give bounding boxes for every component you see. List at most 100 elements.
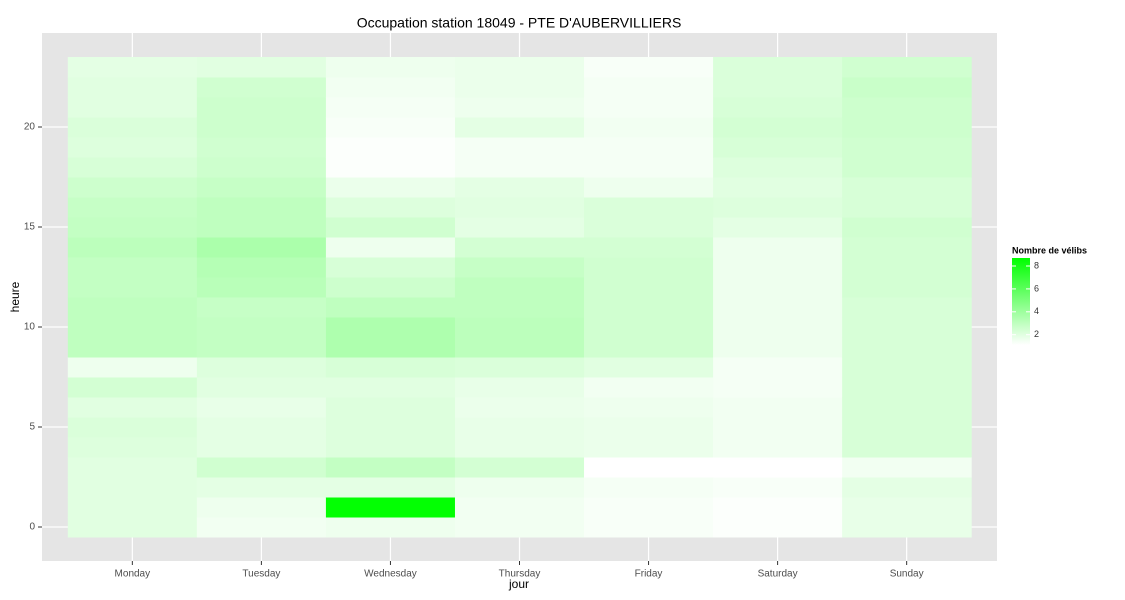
heat-cell <box>584 197 714 218</box>
heat-cell <box>713 257 843 278</box>
heat-cell <box>196 257 327 278</box>
heat-cell <box>713 177 843 198</box>
heat-cell <box>454 497 585 518</box>
heat-cell <box>325 357 456 378</box>
heat-cell <box>454 397 585 418</box>
heat-cell <box>67 157 198 178</box>
heat-cell <box>713 497 843 518</box>
heat-cell <box>713 297 843 318</box>
heat-cell <box>196 457 327 478</box>
heat-cell <box>713 137 843 158</box>
heat-cell <box>713 197 843 218</box>
y-axis-label: heure <box>8 281 22 312</box>
heat-cell <box>454 417 585 438</box>
heat-cell <box>325 517 456 538</box>
heat-cell <box>67 277 198 298</box>
legend-tick-label: 8 <box>1034 260 1039 270</box>
heat-cell <box>584 57 714 78</box>
heat-cell <box>196 157 327 178</box>
heat-cell <box>584 477 714 498</box>
heat-cell <box>196 177 327 198</box>
heat-cell <box>67 317 198 338</box>
legend-tick-label: 6 <box>1034 283 1039 293</box>
heat-cell <box>325 97 456 118</box>
heat-cell <box>584 237 714 258</box>
heat-cell <box>196 297 327 318</box>
heat-cell <box>196 517 327 538</box>
heat-cell <box>842 517 972 538</box>
heat-cell <box>454 57 585 78</box>
heat-cell <box>454 237 585 258</box>
heat-cell <box>842 377 972 398</box>
heat-cell <box>67 517 198 538</box>
heat-cell <box>196 397 327 418</box>
heat-cell <box>67 397 198 418</box>
heat-cell <box>325 297 456 318</box>
heat-cell <box>713 417 843 438</box>
heat-cell <box>584 177 714 198</box>
heat-cell <box>713 237 843 258</box>
heat-cell <box>196 357 327 378</box>
y-tick-label: 0 <box>29 522 35 533</box>
heat-cell <box>584 217 714 238</box>
heat-cell <box>67 177 198 198</box>
heat-cell <box>196 197 327 218</box>
heat-cell <box>325 397 456 418</box>
heat-cell <box>196 57 327 78</box>
heat-cell <box>325 137 456 158</box>
heat-cell <box>67 297 198 318</box>
heat-cell <box>67 457 198 478</box>
heat-cell <box>454 517 585 538</box>
heat-cell <box>196 437 327 458</box>
heat-cell <box>454 257 585 278</box>
heat-cell <box>67 217 198 238</box>
legend-tick-label: 2 <box>1034 329 1039 339</box>
heat-cell <box>713 317 843 338</box>
heat-cell <box>842 277 972 298</box>
heat-cell <box>325 477 456 498</box>
heat-cell <box>713 377 843 398</box>
heat-cell <box>454 97 585 118</box>
heat-cell <box>325 457 456 478</box>
heat-cell <box>842 137 972 158</box>
heat-cell <box>713 437 843 458</box>
heat-cell <box>325 217 456 238</box>
heat-cell <box>196 277 327 298</box>
heat-cell <box>584 517 714 538</box>
heat-cell <box>454 377 585 398</box>
heat-cell <box>325 157 456 178</box>
heat-cell <box>584 77 714 98</box>
heat-cell <box>325 497 456 518</box>
heat-cell <box>325 197 456 218</box>
heat-cell <box>67 477 198 498</box>
heat-cell <box>584 257 714 278</box>
heat-cell <box>842 437 972 458</box>
heat-cell <box>584 337 714 358</box>
heat-cell <box>196 237 327 258</box>
heat-cell <box>713 357 843 378</box>
heat-cell <box>584 117 714 138</box>
heat-cell <box>584 157 714 178</box>
heat-cell <box>454 317 585 338</box>
heat-cell <box>713 517 843 538</box>
heat-cell <box>67 437 198 458</box>
heat-cell <box>454 117 585 138</box>
heat-cell <box>842 217 972 238</box>
heat-cell <box>713 97 843 118</box>
heat-cell <box>584 297 714 318</box>
heat-cell <box>454 357 585 378</box>
heat-cell <box>842 477 972 498</box>
heat-cell <box>196 77 327 98</box>
heat-cell <box>584 437 714 458</box>
heat-cell <box>842 77 972 98</box>
heat-cell <box>584 317 714 338</box>
heat-cell <box>196 417 327 438</box>
heat-cell <box>842 237 972 258</box>
heat-cell <box>842 317 972 338</box>
x-tick-label: Friday <box>635 569 663 580</box>
heat-cell <box>196 317 327 338</box>
heat-cell <box>454 477 585 498</box>
heat-cell <box>842 457 972 478</box>
heat-cell <box>67 257 198 278</box>
y-tick-label: 15 <box>24 222 36 233</box>
